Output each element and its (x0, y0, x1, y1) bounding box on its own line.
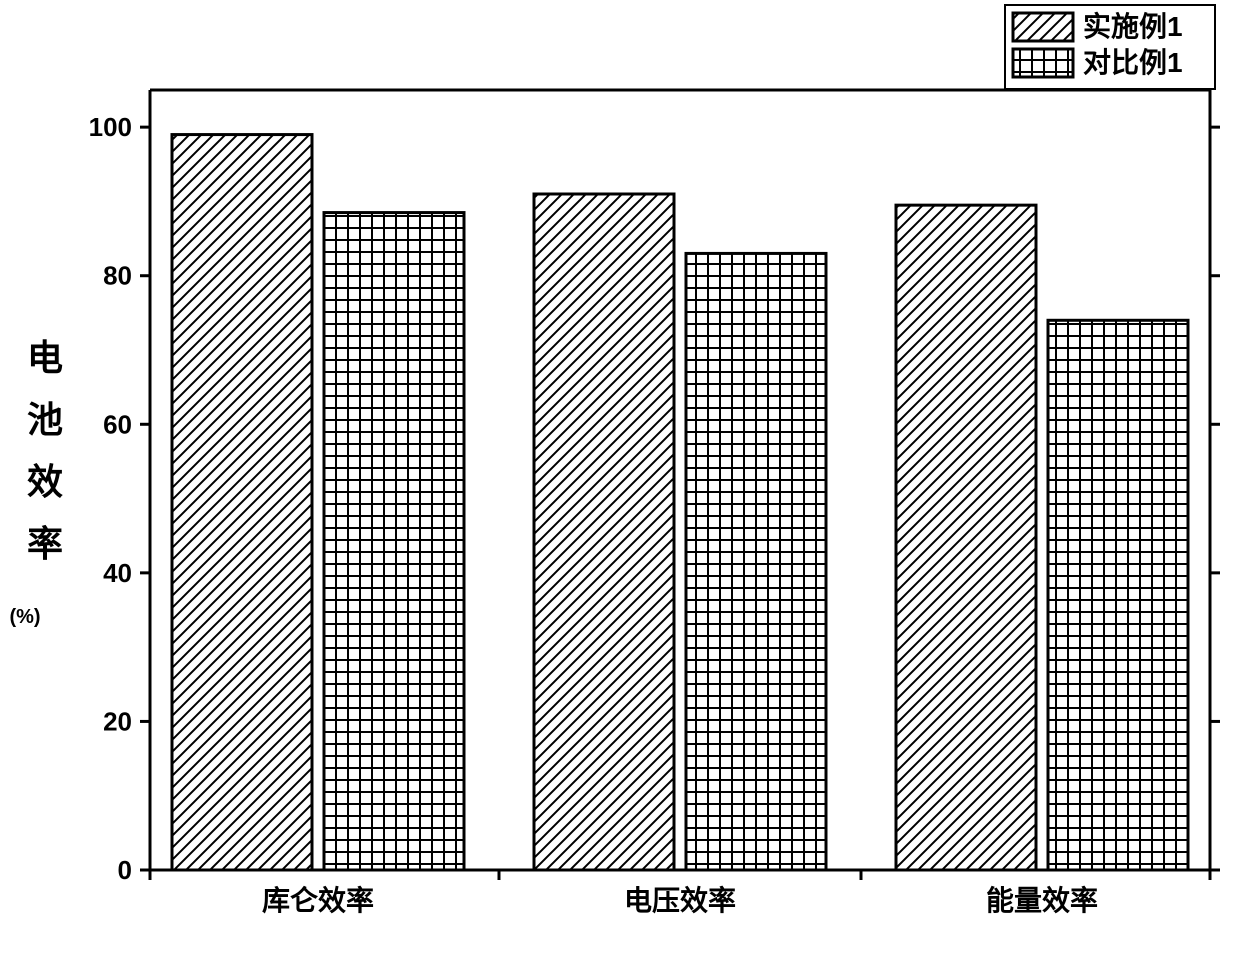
y-tick-label: 20 (103, 706, 132, 736)
legend-swatch-s2 (1013, 49, 1073, 77)
legend-group: 实施例1 对比例1 (1005, 5, 1215, 89)
bar-s2-0 (324, 213, 464, 870)
bar-s2-1 (686, 253, 826, 870)
legend-swatch-s1 (1013, 13, 1073, 41)
y-label-unit: (%) (9, 606, 40, 628)
y-tick-label: 60 (103, 409, 132, 439)
category-label: 库仑效率 (262, 884, 374, 916)
legend-label-s2: 对比例1 (1083, 47, 1183, 78)
category-label: 能量效率 (986, 884, 1098, 916)
bar-s1-0 (172, 135, 312, 870)
chart-svg: 0 20 40 60 80 100 库仑效率 电压效率 能量效率 实施例1 对比例1 电池效率 (%… (0, 0, 1240, 965)
y-tick-label: 80 (103, 261, 132, 291)
y-tick-label: 40 (103, 558, 132, 588)
bar-s1-2 (896, 205, 1036, 870)
bar-s1-1 (534, 194, 674, 870)
legend-label-s1: 实施例1 (1083, 10, 1183, 42)
efficiency-bar-chart: 0 20 40 60 80 100 库仑效率 电压效率 能量效率 实施例1 对比例1 电池效率 (%… (0, 0, 1240, 965)
y-label-char: 效 (27, 461, 63, 502)
bar-s2-2 (1048, 320, 1188, 870)
bars-group (172, 135, 1188, 870)
category-label: 电压效率 (624, 884, 736, 916)
y-tick-label: 100 (89, 112, 132, 142)
y-label-char: 池 (27, 399, 63, 440)
y-label-char: 电 (27, 337, 63, 378)
y-label-char: 率 (27, 523, 63, 564)
y-tick-label: 0 (118, 855, 132, 885)
y-axis-label: 电池效率 (%) (9, 337, 63, 628)
